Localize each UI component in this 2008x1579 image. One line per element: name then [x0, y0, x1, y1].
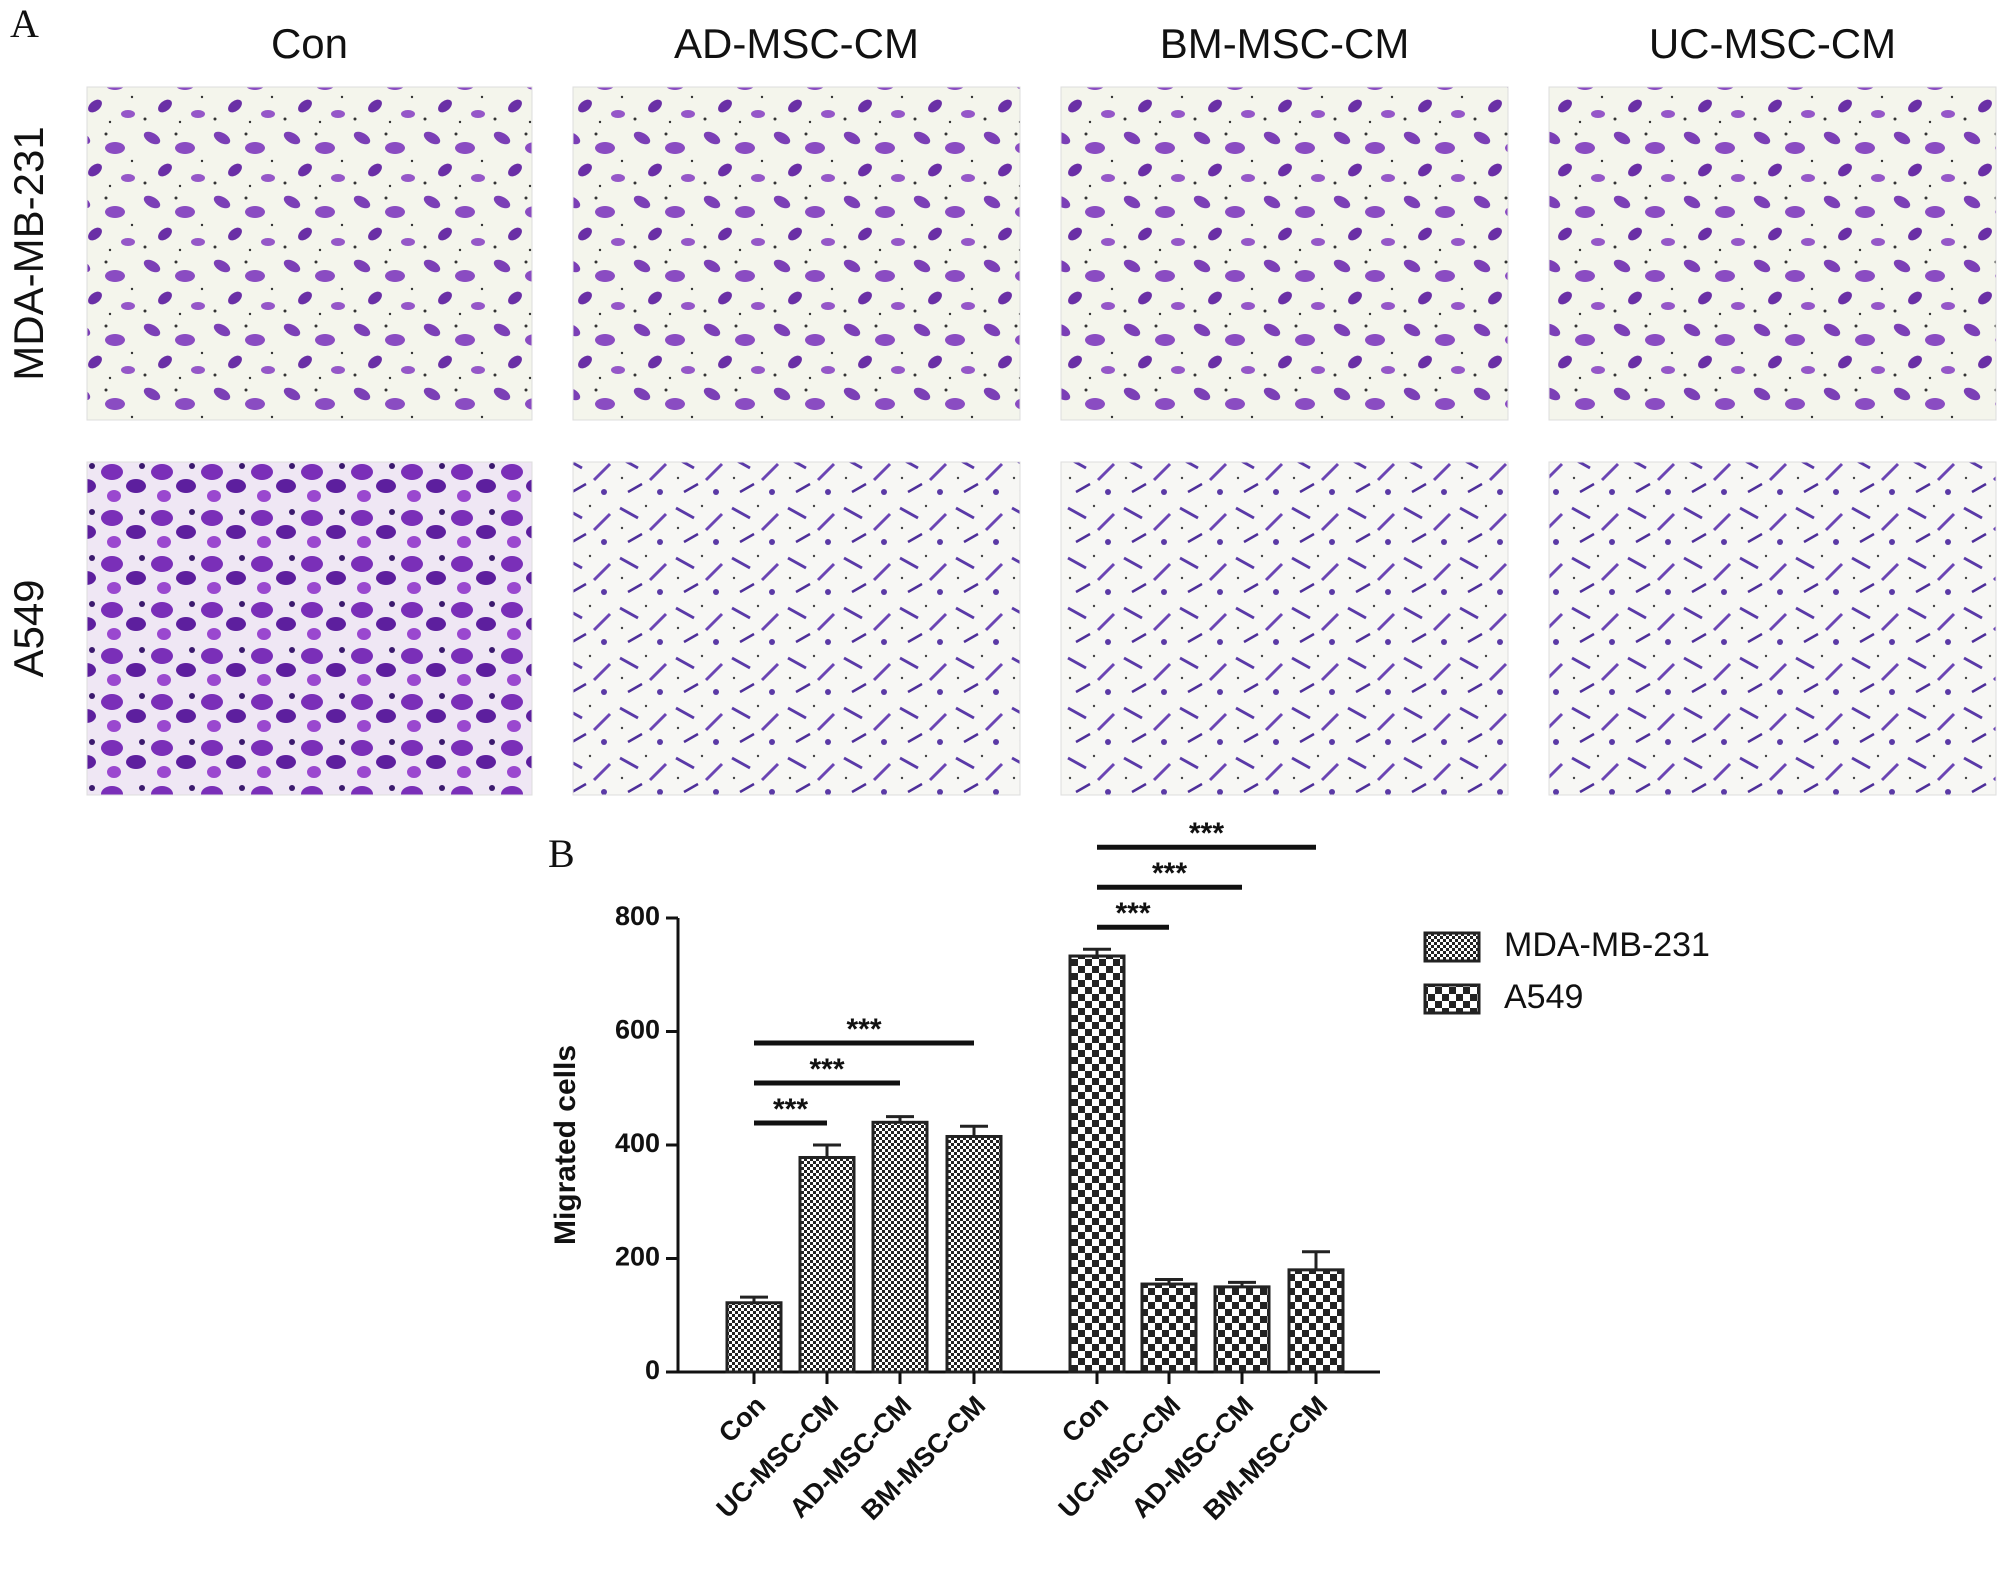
panel-label: B [548, 831, 575, 876]
y-tick-label: 200 [615, 1242, 660, 1272]
significance-label: *** [1189, 817, 1224, 850]
significance-label: *** [846, 1013, 881, 1046]
row-label: A549 [5, 579, 52, 677]
legend-swatch [1423, 983, 1481, 1015]
y-axis-label: Migrated cells [549, 1045, 582, 1245]
legend-label: MDA-MB-231 [1504, 926, 1710, 964]
column-header: AD-MSC-CM [674, 20, 919, 67]
bar [945, 1134, 1003, 1374]
legend-swatch [1423, 931, 1481, 963]
x-tick-label: Con [1056, 1390, 1114, 1448]
bar [871, 1120, 929, 1374]
bar [1287, 1268, 1345, 1374]
y-tick-label: 600 [615, 1015, 660, 1045]
y-tick-label: 400 [615, 1128, 660, 1158]
bar [798, 1155, 856, 1374]
micrograph [86, 461, 533, 796]
bar [1068, 954, 1126, 1374]
micrograph [1548, 86, 1997, 421]
column-header: BM-MSC-CM [1160, 20, 1410, 67]
significance-label: *** [773, 1093, 808, 1126]
column-header: Con [271, 20, 348, 67]
significance-label: *** [1115, 897, 1150, 930]
micrograph [572, 86, 1021, 421]
micrograph [572, 461, 1021, 796]
micrograph [86, 86, 533, 421]
bar [1213, 1285, 1271, 1374]
significance-label: *** [809, 1053, 844, 1086]
y-tick-label: 800 [615, 901, 660, 931]
bar [1140, 1282, 1198, 1374]
micrograph [1060, 461, 1509, 796]
y-tick-label: 0 [645, 1355, 660, 1385]
bar [725, 1301, 783, 1374]
micrograph [1548, 461, 1997, 796]
x-tick-label: Con [713, 1390, 771, 1448]
row-label: MDA-MB-231 [5, 126, 52, 380]
panel-label: A [10, 1, 39, 46]
micrograph [1060, 86, 1509, 421]
significance-label: *** [1152, 857, 1187, 890]
column-header: UC-MSC-CM [1649, 20, 1896, 67]
legend-label: A549 [1504, 978, 1583, 1016]
